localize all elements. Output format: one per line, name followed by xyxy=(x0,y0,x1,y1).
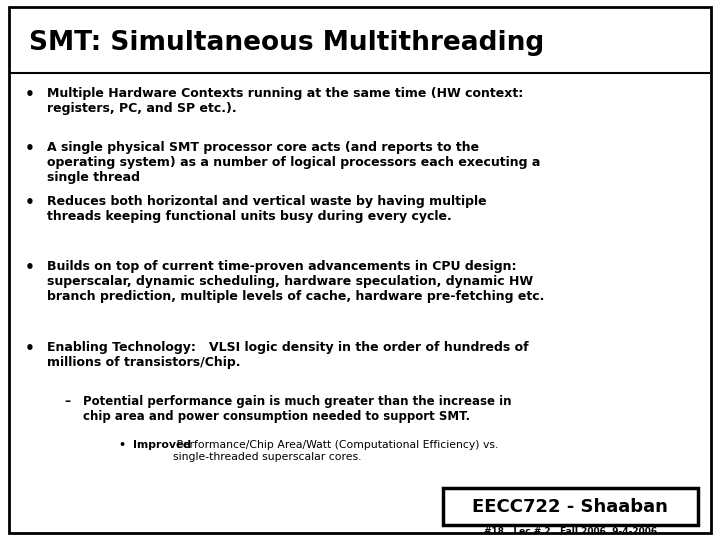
FancyBboxPatch shape xyxy=(443,488,698,525)
Text: Multiple Hardware Contexts running at the same time (HW context:
registers, PC, : Multiple Hardware Contexts running at th… xyxy=(47,87,523,116)
Text: #18   Lec # 2   Fall 2006  9-4-2006: #18 Lec # 2 Fall 2006 9-4-2006 xyxy=(484,528,657,536)
Text: Improved: Improved xyxy=(133,440,192,450)
Text: Enabling Technology:   VLSI logic density in the order of hundreds of
millions o: Enabling Technology: VLSI logic density … xyxy=(47,341,528,369)
Text: Builds on top of current time-proven advancements in CPU design:
superscalar, dy: Builds on top of current time-proven adv… xyxy=(47,260,544,303)
Text: A single physical SMT processor core acts (and reports to the
operating system) : A single physical SMT processor core act… xyxy=(47,141,540,185)
Text: Reduces both horizontal and vertical waste by having multiple
threads keeping fu: Reduces both horizontal and vertical was… xyxy=(47,195,487,224)
Text: •: • xyxy=(119,440,126,450)
Text: •: • xyxy=(25,260,35,275)
Text: Potential performance gain is much greater than the increase in
chip area and po: Potential performance gain is much great… xyxy=(83,395,511,423)
Text: SMT: Simultaneous Multithreading: SMT: Simultaneous Multithreading xyxy=(29,30,544,56)
Text: •: • xyxy=(25,87,35,103)
Text: •: • xyxy=(25,341,35,356)
Text: •: • xyxy=(25,141,35,157)
Text: •: • xyxy=(25,195,35,211)
Text: EECC722 - Shaaban: EECC722 - Shaaban xyxy=(472,497,668,516)
FancyBboxPatch shape xyxy=(9,7,711,533)
Text: Performance/Chip Area/Watt (Computational Efficiency) vs.
single-threaded supers: Performance/Chip Area/Watt (Computationa… xyxy=(173,440,498,462)
Text: –: – xyxy=(65,395,71,408)
